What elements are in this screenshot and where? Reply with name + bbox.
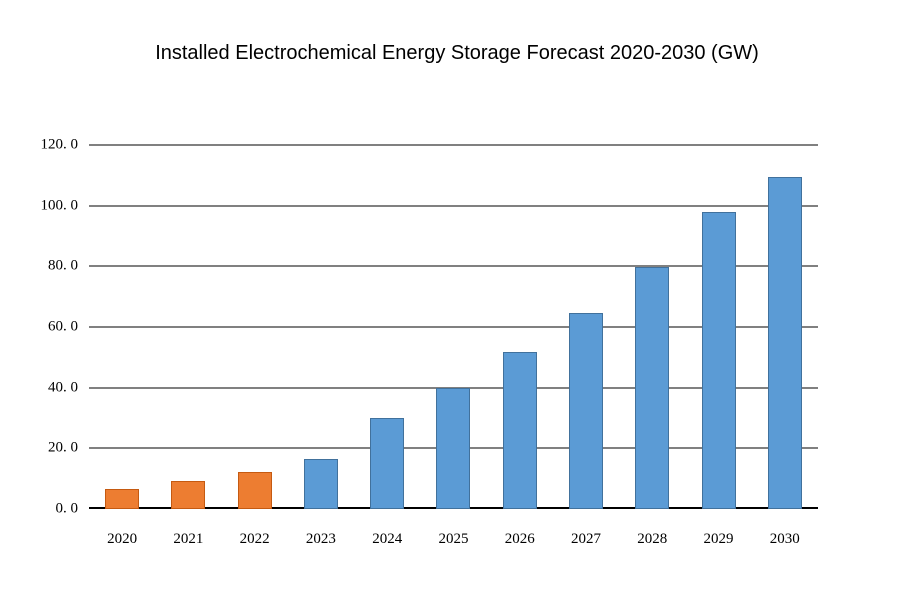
bar-2024 — [370, 418, 405, 509]
gridline — [89, 265, 818, 267]
x-axis-tick-labels: 2020 2021 2022 2023 2024 2025 2026 2027 2028 2029… — [89, 531, 818, 548]
x-tick-label: 2027 — [570, 531, 601, 547]
bar-2020 — [105, 488, 140, 509]
x-tick-label: 2022 — [239, 531, 270, 547]
x-tick-label: 2021 — [173, 531, 204, 547]
bar-slot-2027 — [553, 145, 619, 509]
y-tick-label: 80. 0 — [48, 257, 78, 274]
gridline — [89, 387, 818, 389]
x-tick-label: 2030 — [769, 531, 800, 547]
plot-area: 0. 0 20. 0 40. 0 60. 0 80. 0 100. 0 120. 0 202… — [41, 137, 818, 547]
x-tick-label: 2020 — [107, 531, 138, 547]
gridline — [89, 326, 818, 328]
bar-slot-2020 — [89, 145, 155, 509]
bar-slot-2030 — [752, 145, 818, 509]
x-tick-label: 2026 — [504, 531, 535, 547]
x-tick-label: 2028 — [637, 531, 668, 547]
bar-2021 — [171, 480, 206, 509]
bar-slot-2022 — [222, 145, 288, 509]
bar-2028 — [635, 266, 670, 509]
x-tick-label: 2023 — [305, 531, 336, 547]
bar-slot-2021 — [155, 145, 221, 509]
bar-slot-2025 — [420, 145, 486, 509]
bar-2023 — [303, 459, 338, 509]
chart-title: Installed Electrochemical Energy Storage… — [155, 42, 759, 64]
bar-slot-2024 — [354, 145, 420, 509]
bar-slot-2026 — [487, 145, 553, 509]
y-tick-label: 120. 0 — [40, 136, 79, 153]
y-tick-label: 40. 0 — [48, 379, 78, 396]
bar-2025 — [436, 388, 471, 509]
bar-2027 — [568, 312, 603, 509]
gridline — [89, 205, 818, 207]
bar-slot-2023 — [288, 145, 354, 509]
bar-2030 — [767, 177, 802, 509]
bar-2029 — [701, 212, 736, 509]
bar-slot-2028 — [619, 145, 685, 509]
bar-2026 — [502, 351, 537, 509]
bar-2022 — [237, 471, 272, 509]
x-tick-label: 2024 — [372, 531, 403, 547]
y-tick-label: 100. 0 — [40, 197, 79, 214]
x-tick-label: 2025 — [438, 531, 469, 547]
gridline — [89, 144, 818, 146]
bars-layer — [89, 145, 818, 509]
y-tick-label: 60. 0 — [48, 318, 78, 335]
x-tick-label: 2029 — [703, 531, 734, 547]
y-tick-label: 0. 0 — [55, 500, 79, 517]
y-tick-label: 20. 0 — [48, 439, 78, 456]
bar-slot-2029 — [685, 145, 751, 509]
